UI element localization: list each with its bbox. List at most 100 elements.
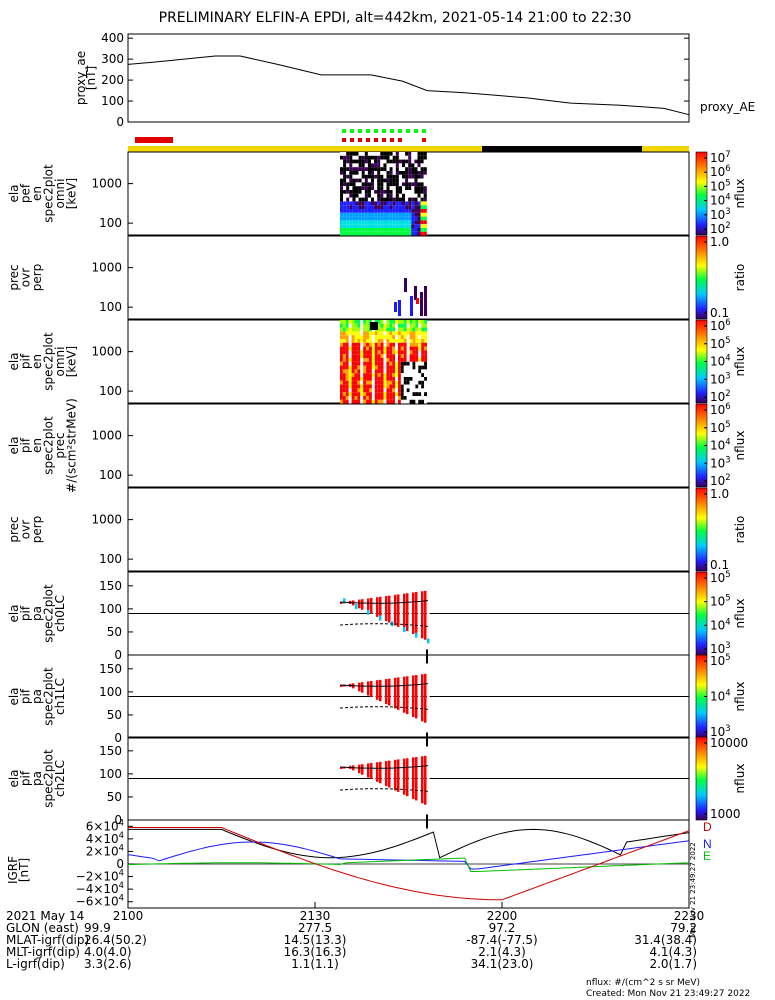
spectrogram-cell xyxy=(418,354,422,358)
spectrogram-cell xyxy=(408,186,412,190)
spectrogram-cell xyxy=(374,186,378,190)
pitch-angle-cell xyxy=(403,758,406,795)
spectrogram-cell xyxy=(377,392,381,396)
spectrogram-cell xyxy=(351,350,355,355)
spectrogram-cell xyxy=(374,380,378,385)
spectrogram-cell xyxy=(377,346,381,351)
spectrogram-cell xyxy=(421,327,425,332)
pitch-angle-cell xyxy=(382,596,385,620)
spectrogram-cell xyxy=(351,323,355,328)
spectrogram-cell xyxy=(357,388,361,393)
spectrogram-cell xyxy=(398,193,402,198)
spectrogram-cell xyxy=(395,369,398,374)
spectrogram-cell xyxy=(417,228,421,232)
spectrogram-cell xyxy=(352,216,356,221)
spectrogram-cell xyxy=(403,335,407,339)
spectrogram-cell xyxy=(395,171,399,175)
anti-loss-cone-curve xyxy=(339,706,429,710)
spectrogram-cell xyxy=(345,327,349,332)
spectrogram-cell xyxy=(405,209,409,213)
spectrogram-cell xyxy=(398,182,402,187)
spectrogram-cell xyxy=(354,365,358,370)
spectrogram-cell xyxy=(351,392,355,396)
spectrogram-cell xyxy=(398,167,402,171)
spectrogram-cell xyxy=(383,216,387,221)
panel-ylabel-line: ch2LC xyxy=(53,760,67,797)
spectrogram-cell xyxy=(421,339,425,343)
spectrogram-cell xyxy=(383,182,387,187)
spectrogram-cell xyxy=(420,197,424,202)
colorbar-tick-label: 104 xyxy=(710,688,731,704)
spectrogram-cell xyxy=(400,396,404,400)
pitch-angle-cell xyxy=(358,599,361,609)
pitch-angle-cell xyxy=(403,593,406,630)
spectrogram-cell xyxy=(374,346,378,351)
spectrogram-cell xyxy=(377,197,381,202)
spectrogram-cell xyxy=(370,322,378,330)
panel-ylabel-line: ela xyxy=(7,352,21,370)
spectrogram-cell xyxy=(424,354,427,358)
spectrogram-cell xyxy=(403,358,407,362)
spectrogram-cell xyxy=(340,155,344,160)
spectrogram-cell xyxy=(398,377,401,381)
spectrogram-cell xyxy=(377,163,381,168)
spectrogram-cell xyxy=(374,339,378,343)
legend-d: D xyxy=(703,820,712,834)
spectrogram-cell xyxy=(418,369,422,374)
spectrogram-cell xyxy=(412,361,416,366)
spectrogram-cell xyxy=(340,174,344,179)
spectrogram-cell xyxy=(414,167,418,171)
collection-mark-red xyxy=(342,138,346,142)
spectrogram-cell xyxy=(351,380,355,385)
spectrogram-cell xyxy=(346,224,350,228)
pitch-angle-cell xyxy=(376,597,379,617)
spectrogram-cell xyxy=(421,323,425,328)
spectrogram-cell xyxy=(405,201,409,206)
colorbar-tick-label: 104 xyxy=(710,192,731,208)
spectrogram-cell xyxy=(377,216,381,221)
spectrogram-cell xyxy=(349,163,353,168)
colorbar-label: nflux xyxy=(733,764,747,794)
spectrogram-cell xyxy=(374,171,378,175)
spectrogram-cell xyxy=(421,335,425,339)
spectrogram-cell xyxy=(371,354,375,358)
spectrogram-cell xyxy=(406,369,410,374)
spectrogram-cell xyxy=(386,224,390,228)
spectrogram-cell xyxy=(374,178,378,183)
axis-row-value: 3.3(2.6) xyxy=(84,957,132,971)
spectrogram-cell xyxy=(420,209,424,213)
panel-ylabel-line: ela xyxy=(7,436,21,454)
spectrogram-cell xyxy=(340,228,344,232)
spectrogram-cell xyxy=(400,331,404,336)
spectrogram-cell xyxy=(423,231,427,236)
spectrogram-cell xyxy=(374,361,378,366)
spectrogram-cell xyxy=(340,369,343,374)
spectrogram-cell xyxy=(377,358,381,362)
igrf-n-series xyxy=(127,840,690,870)
spectrogram-cell xyxy=(412,346,416,351)
spectrogram-cell xyxy=(354,342,358,347)
spectrogram-cell xyxy=(367,163,371,168)
panel-ytick-label: 150 xyxy=(99,662,122,676)
spectrogram-cell xyxy=(360,361,364,366)
spectrogram-cell xyxy=(400,354,404,358)
spectrogram-cell xyxy=(355,193,359,198)
spectrogram-cell xyxy=(377,224,381,228)
spectrogram-cell xyxy=(408,182,412,187)
pitch-angle-cell xyxy=(376,680,379,700)
spectrogram-cell xyxy=(342,358,346,362)
spectrogram-cell xyxy=(392,167,396,171)
spectrogram-cell xyxy=(342,361,346,366)
spectrogram-cell xyxy=(367,193,371,198)
spectrogram-cell xyxy=(383,346,387,351)
spectrogram-cell xyxy=(408,155,412,160)
spectrogram-cell xyxy=(364,167,368,171)
spectrogram-cell xyxy=(371,392,375,396)
spectrogram-cell xyxy=(392,209,396,213)
spectrogram-cell xyxy=(371,201,375,206)
spectrogram-cell xyxy=(408,171,412,175)
spectrogram-cell xyxy=(398,174,402,179)
spectrogram-cell xyxy=(409,365,413,370)
spectrogram-cell xyxy=(423,205,427,209)
